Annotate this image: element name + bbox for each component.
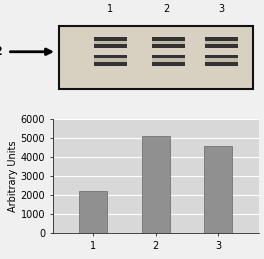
Bar: [79, 191, 107, 233]
Text: 1: 1: [107, 4, 114, 14]
FancyBboxPatch shape: [205, 58, 238, 62]
FancyBboxPatch shape: [152, 37, 185, 48]
FancyBboxPatch shape: [94, 41, 127, 45]
FancyBboxPatch shape: [94, 55, 127, 66]
FancyBboxPatch shape: [152, 58, 185, 62]
FancyBboxPatch shape: [152, 41, 185, 45]
FancyBboxPatch shape: [94, 37, 127, 48]
Bar: [204, 146, 232, 233]
FancyBboxPatch shape: [205, 55, 238, 66]
FancyBboxPatch shape: [205, 41, 238, 45]
FancyBboxPatch shape: [205, 37, 238, 48]
Text: 3: 3: [219, 4, 225, 14]
FancyBboxPatch shape: [59, 26, 253, 89]
Y-axis label: Arbitrary Units: Arbitrary Units: [8, 140, 18, 212]
FancyBboxPatch shape: [94, 58, 127, 62]
Text: COX-2: COX-2: [0, 45, 3, 58]
Text: 2: 2: [163, 4, 169, 14]
Bar: [142, 136, 170, 233]
FancyBboxPatch shape: [152, 55, 185, 66]
